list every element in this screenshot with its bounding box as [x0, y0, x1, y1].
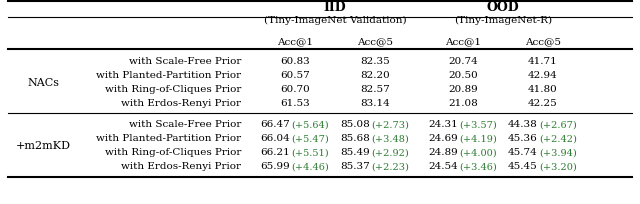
Text: 20.50: 20.50: [448, 71, 478, 80]
Text: (+2.67): (+2.67): [539, 120, 577, 129]
Text: with Scale-Free Prior: with Scale-Free Prior: [129, 120, 241, 129]
Text: 24.89: 24.89: [428, 148, 458, 157]
Text: NACs: NACs: [27, 78, 59, 88]
Text: with Ring-of-Cliques Prior: with Ring-of-Cliques Prior: [104, 85, 241, 94]
Text: 85.37: 85.37: [340, 162, 370, 171]
Text: 21.08: 21.08: [448, 99, 478, 108]
Text: 83.14: 83.14: [360, 99, 390, 108]
Text: 44.38: 44.38: [508, 120, 538, 129]
Text: with Planted-Partition Prior: with Planted-Partition Prior: [96, 134, 241, 143]
Text: 60.57: 60.57: [280, 71, 310, 80]
Text: 60.83: 60.83: [280, 57, 310, 66]
Text: (+2.42): (+2.42): [539, 134, 577, 143]
Text: 66.47: 66.47: [260, 120, 290, 129]
Text: with Ring-of-Cliques Prior: with Ring-of-Cliques Prior: [104, 148, 241, 157]
Text: 66.21: 66.21: [260, 148, 290, 157]
Text: 45.74: 45.74: [508, 148, 538, 157]
Text: (+5.64): (+5.64): [291, 120, 328, 129]
Text: 85.08: 85.08: [340, 120, 370, 129]
Text: with Planted-Partition Prior: with Planted-Partition Prior: [96, 71, 241, 80]
Text: 85.49: 85.49: [340, 148, 370, 157]
Text: 82.57: 82.57: [360, 85, 390, 94]
Text: (Tiny-ImageNet-R): (Tiny-ImageNet-R): [454, 15, 552, 24]
Text: 24.69: 24.69: [428, 134, 458, 143]
Text: 61.53: 61.53: [280, 99, 310, 108]
Text: 24.54: 24.54: [428, 162, 458, 171]
Text: with Erdos-Renyi Prior: with Erdos-Renyi Prior: [121, 162, 241, 171]
Text: 65.99: 65.99: [260, 162, 290, 171]
Text: (Tiny-ImageNet Validation): (Tiny-ImageNet Validation): [264, 15, 406, 24]
Text: 41.80: 41.80: [528, 85, 558, 94]
Text: Acc@1: Acc@1: [445, 37, 481, 46]
Text: (+5.51): (+5.51): [291, 148, 328, 157]
Text: +m2mKD: +m2mKD: [15, 140, 70, 150]
Text: 82.35: 82.35: [360, 57, 390, 66]
Text: 45.45: 45.45: [508, 162, 538, 171]
Text: 85.68: 85.68: [340, 134, 370, 143]
Text: with Erdos-Renyi Prior: with Erdos-Renyi Prior: [121, 99, 241, 108]
Text: with Scale-Free Prior: with Scale-Free Prior: [129, 57, 241, 66]
Text: 42.94: 42.94: [528, 71, 558, 80]
Text: (+3.46): (+3.46): [459, 162, 497, 171]
Text: (+2.73): (+2.73): [371, 120, 409, 129]
Text: (+3.57): (+3.57): [459, 120, 497, 129]
Text: OOD: OOD: [486, 1, 519, 14]
Text: 82.20: 82.20: [360, 71, 390, 80]
Text: Acc@5: Acc@5: [525, 37, 561, 46]
Text: 66.04: 66.04: [260, 134, 290, 143]
Text: 41.71: 41.71: [528, 57, 558, 66]
Text: 20.74: 20.74: [448, 57, 478, 66]
Text: Acc@1: Acc@1: [277, 37, 313, 46]
Text: 45.36: 45.36: [508, 134, 538, 143]
Text: (+4.19): (+4.19): [459, 134, 497, 143]
Text: 42.25: 42.25: [528, 99, 558, 108]
Text: (+2.92): (+2.92): [371, 148, 409, 157]
Text: (+4.46): (+4.46): [291, 162, 329, 171]
Text: Acc@5: Acc@5: [357, 37, 393, 46]
Text: 20.89: 20.89: [448, 85, 478, 94]
Text: (+3.48): (+3.48): [371, 134, 409, 143]
Text: (+4.00): (+4.00): [459, 148, 497, 157]
Text: (+3.20): (+3.20): [539, 162, 577, 171]
Text: 24.31: 24.31: [428, 120, 458, 129]
Text: (+5.47): (+5.47): [291, 134, 329, 143]
Text: 60.70: 60.70: [280, 85, 310, 94]
Text: (+2.23): (+2.23): [371, 162, 409, 171]
Text: (+3.94): (+3.94): [539, 148, 577, 157]
Text: IID: IID: [324, 1, 346, 14]
